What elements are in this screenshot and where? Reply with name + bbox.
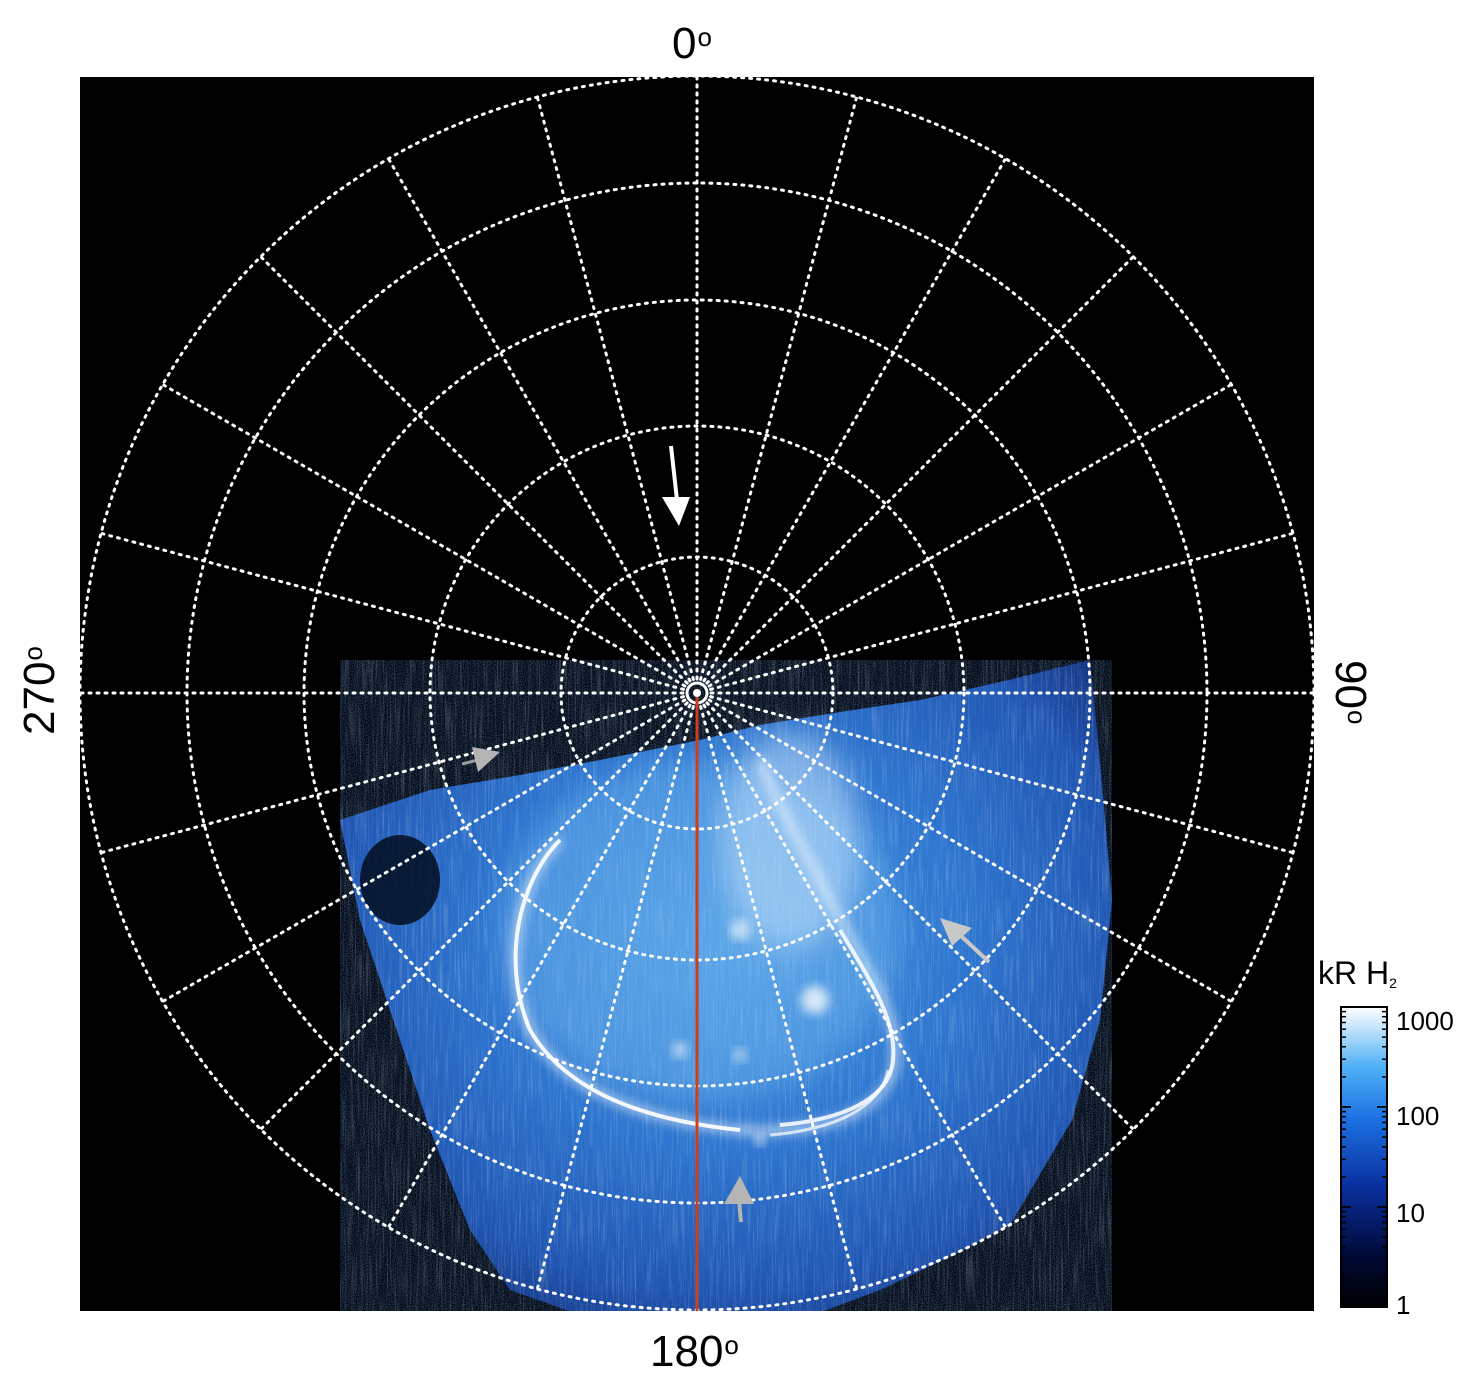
grid-meridian	[705, 238, 1152, 685]
colorbar-tick-label: 1000	[1396, 1006, 1454, 1036]
grid-meridian	[707, 371, 1253, 688]
grid-meridian	[702, 137, 1019, 683]
longitude-label-90: 90o	[1326, 660, 1375, 725]
colorbar-tick-label: 100	[1396, 1101, 1440, 1131]
grid-meridian	[707, 698, 1253, 1015]
grid-meridian	[699, 77, 865, 681]
grid-meridian	[141, 698, 687, 1015]
grid-meridian	[709, 695, 1314, 861]
colorbar-tick-label: 1	[1396, 1290, 1411, 1320]
feature-arrow-icon	[724, 1176, 754, 1223]
grid-meridian	[705, 701, 1152, 1148]
grid-meridian	[709, 525, 1314, 691]
aurora-emission-region	[340, 660, 1112, 1311]
grid-meridian	[80, 525, 685, 691]
direction-arrow-icon	[662, 445, 690, 526]
grid-meridian	[80, 695, 685, 861]
latitude-longitude-grid	[80, 77, 1314, 1311]
grid-meridian	[242, 701, 689, 1148]
grid-meridian	[702, 703, 1019, 1249]
colorbar-tick-label: 10	[1396, 1198, 1425, 1228]
feature-arrow-icon	[461, 747, 500, 772]
grid-meridian	[529, 77, 695, 681]
grid-meridian	[375, 703, 692, 1249]
longitude-label-270: 270o	[15, 646, 64, 735]
grid-meridian	[529, 705, 695, 1310]
grid-meridian	[699, 705, 865, 1310]
grid-meridian	[141, 371, 687, 688]
longitude-label-180: 180o	[650, 1327, 739, 1376]
grid-meridian	[242, 238, 689, 685]
grid-meridian	[375, 137, 692, 683]
feature-arrow-icon	[940, 918, 991, 964]
longitude-label-0: 0o	[672, 19, 712, 68]
colorbar-title: kR H2	[1318, 955, 1397, 991]
colorbar	[1340, 1006, 1388, 1308]
